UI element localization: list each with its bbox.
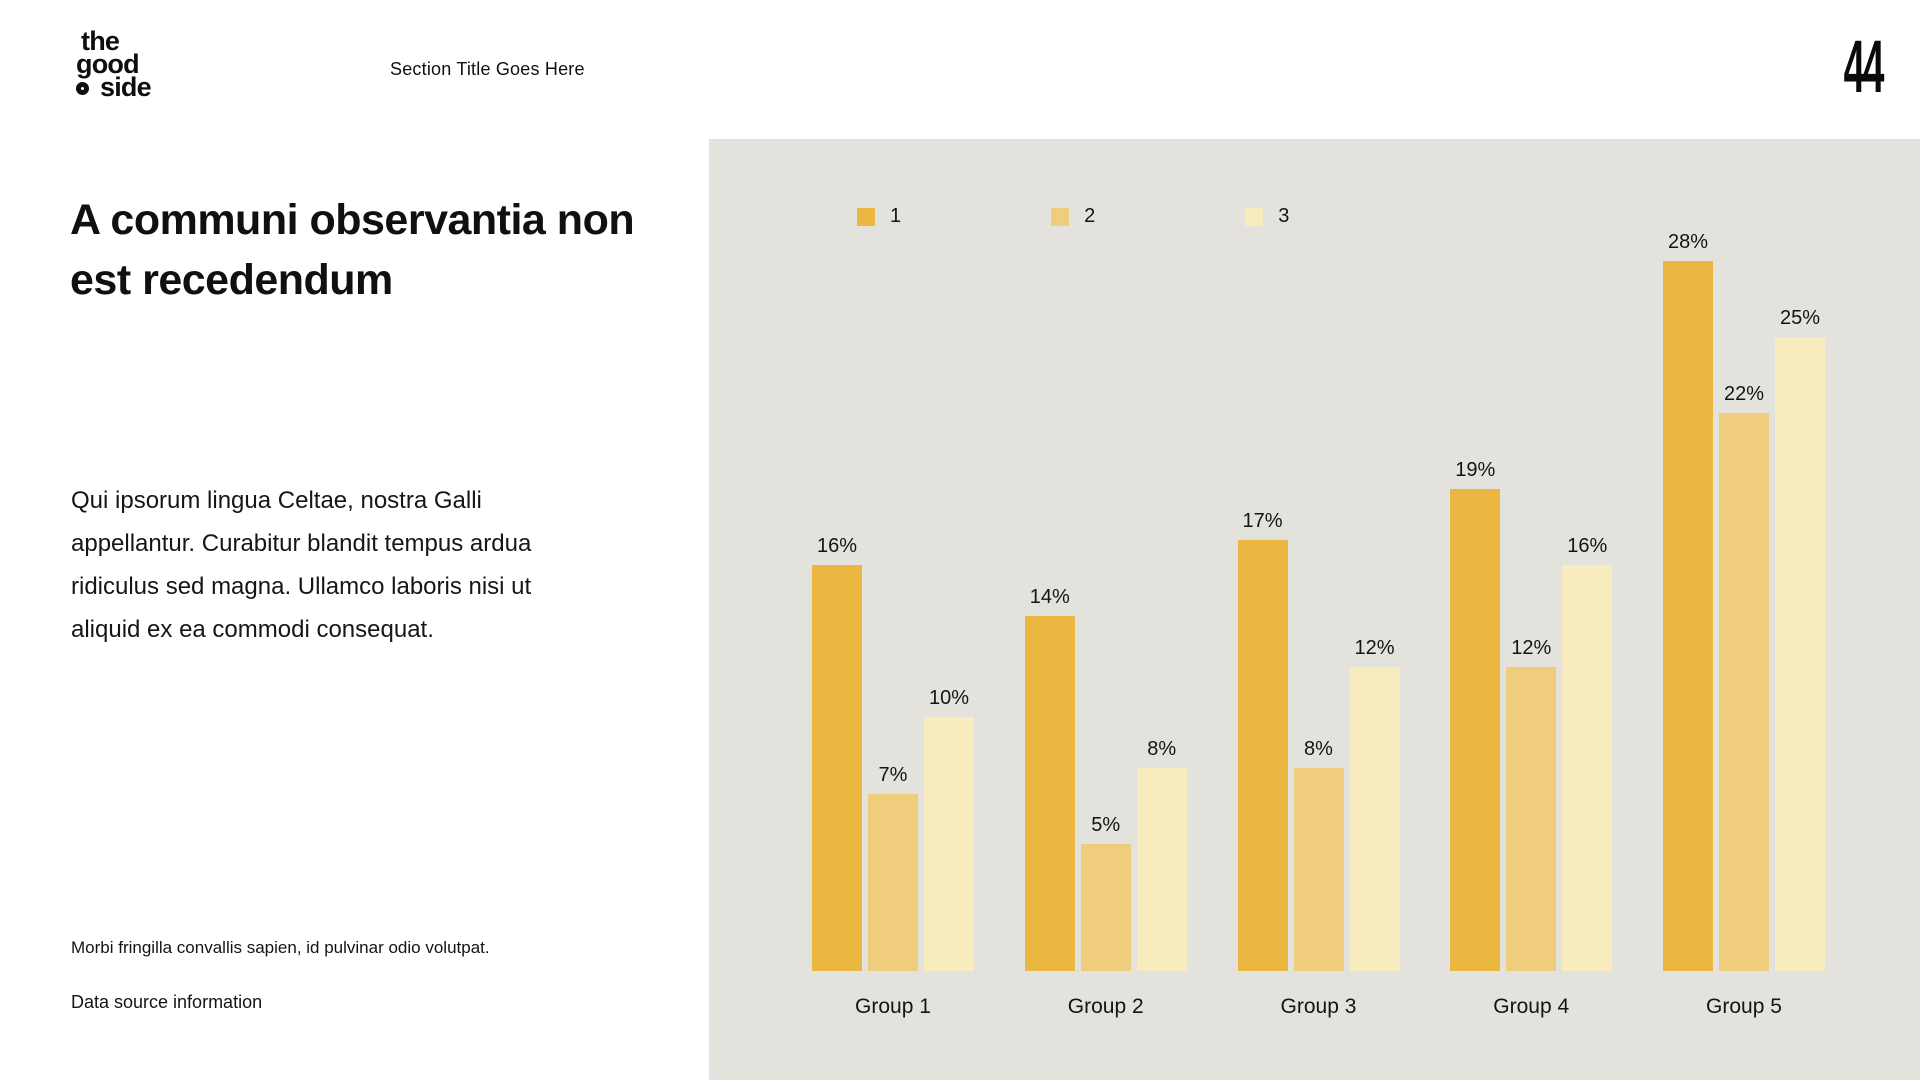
- logo-ring-icon: [76, 82, 89, 95]
- legend-item-3: 3: [1245, 205, 1289, 228]
- legend-label: 1: [890, 205, 902, 227]
- bar-value-label: 5%: [1091, 814, 1121, 836]
- slide-body-text: Qui ipsorum lingua Celtae, nostra Galli …: [71, 487, 532, 643]
- bar-group-2: 14% 5% 8% Group 2: [1024, 248, 1187, 1018]
- legend-swatch-icon: [857, 207, 875, 226]
- bar-value-label: 12%: [1511, 637, 1552, 659]
- bar-series2-group4: 12%: [1506, 637, 1557, 971]
- chart-panel: 1 2 3 16% 7% 10% Group 1 14% 5% 8% Group 2 17% 8% 12…: [709, 139, 1920, 1080]
- section-title: Section Title Goes Here: [390, 59, 585, 79]
- bar-value-label: 14%: [1029, 586, 1070, 608]
- legend-swatch-icon: [1051, 207, 1070, 226]
- bar-series1-group2: 14%: [1024, 586, 1075, 971]
- bar-series1-group4: 19%: [1450, 459, 1501, 971]
- bar-series2-group3: 8%: [1293, 738, 1344, 971]
- chart-legend: 1 2 3: [857, 205, 1289, 228]
- group-label: Group 5: [1706, 995, 1782, 1018]
- slide-title-line-1: A communi observantia non: [70, 196, 635, 244]
- logo-line-side: side: [100, 72, 152, 102]
- bar-value-label: 7%: [878, 764, 908, 786]
- bar-value-label: 25%: [1779, 307, 1821, 329]
- page-number: 44: [1843, 25, 1884, 108]
- bar-value-label: 17%: [1242, 510, 1283, 532]
- bar-series3-group2: 8%: [1136, 738, 1187, 971]
- bar-value-label: 12%: [1354, 637, 1395, 659]
- bar-group-3: 17% 8% 12% Group 3: [1237, 248, 1400, 1018]
- bar-value-label: 16%: [1567, 535, 1608, 557]
- group-label: Group 3: [1280, 995, 1357, 1018]
- legend-label: 3: [1278, 205, 1290, 227]
- logo: the good side: [76, 26, 152, 102]
- bar-series3-group1: 10%: [924, 687, 974, 971]
- bar-series1-group5: 28%: [1663, 231, 1713, 971]
- bar-value-label: 10%: [928, 687, 970, 709]
- bar-value-label: 28%: [1667, 231, 1709, 253]
- bar-group-1: 16% 7% 10% Group 1: [812, 248, 974, 1018]
- slide-title: A communi observantia non est recedendum: [70, 190, 650, 310]
- bar-value-label: 22%: [1723, 383, 1765, 405]
- group-label: Group 4: [1493, 995, 1570, 1018]
- bar-group-5: 28% 22% 25% Group 5: [1663, 231, 1825, 1018]
- bar-series1-group3: 17%: [1237, 510, 1288, 971]
- bar-group-4: 19% 12% 16% Group 4: [1450, 248, 1613, 1018]
- bar-series1-group1: 16%: [812, 535, 862, 971]
- bar-value-label: 8%: [1147, 738, 1177, 760]
- bar-value-label: 16%: [816, 535, 858, 557]
- bar-value-label: 19%: [1455, 459, 1496, 481]
- bar-series3-group3: 12%: [1349, 637, 1400, 971]
- bar-series3-group4: 16%: [1562, 535, 1613, 971]
- data-source-label: Data source information: [71, 992, 263, 1012]
- group-label: Group 1: [855, 995, 931, 1018]
- legend-item-1: 1: [857, 205, 901, 228]
- bar-series2-group1: 7%: [868, 764, 918, 971]
- logo-line-good: good: [76, 49, 140, 79]
- slide-footnote: Morbi fringilla convallis sapien, id pul…: [71, 938, 490, 957]
- bar-series2-group5: 22%: [1719, 383, 1769, 971]
- legend-label: 2: [1084, 205, 1096, 227]
- logo-line-the: the: [81, 26, 120, 56]
- bar-series3-group5: 25%: [1775, 307, 1825, 971]
- chart-groups: 16% 7% 10% Group 1 14% 5% 8% Group 2 17% 8% 12% Gro…: [812, 231, 1825, 1018]
- group-label: Group 2: [1067, 995, 1144, 1018]
- slide-title-line-2: est recedendum: [70, 256, 393, 304]
- bar-series2-group2: 5%: [1080, 814, 1131, 971]
- bar-value-label: 8%: [1304, 738, 1333, 760]
- legend-swatch-icon: [1245, 207, 1264, 226]
- legend-item-2: 2: [1051, 205, 1095, 228]
